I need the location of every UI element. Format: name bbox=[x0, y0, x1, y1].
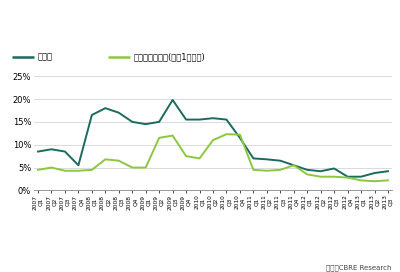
Text: 空室率: 空室率 bbox=[38, 52, 53, 62]
Text: 既存物件空室率(竣工1年以上): 既存物件空室率(竣工1年以上) bbox=[134, 52, 206, 62]
Text: 出所：CBRE Research: 出所：CBRE Research bbox=[326, 264, 392, 271]
Text: 大型マルチテナント型施設　空室率: 大型マルチテナント型施設 空室率 bbox=[10, 16, 164, 31]
